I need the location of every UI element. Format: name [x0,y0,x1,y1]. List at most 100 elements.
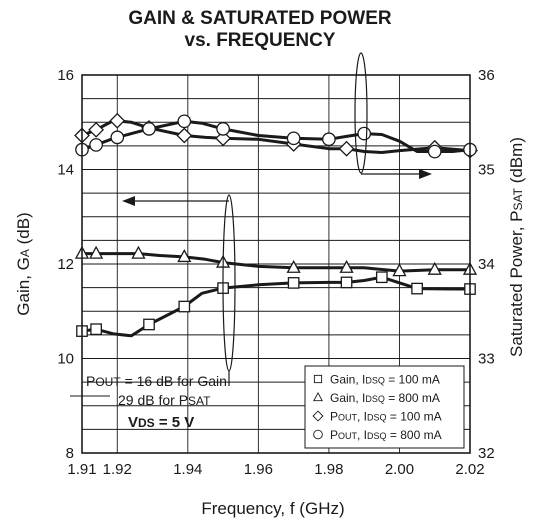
legend-label-part: = 100 mA [387,410,442,424]
legend-label-part: OUT [338,413,358,423]
x-tick-label: 1.98 [314,461,343,478]
legend-marker-diamond [312,410,324,422]
legend-label-part: , I [357,410,367,424]
note-pout-line-2: 29 dB for PSAT [118,392,211,408]
plot-border [81,74,471,454]
data-point-circle [286,131,301,146]
y-tick-label-left: 8 [66,445,74,462]
legend-label: Gain, IDSQ = 800 mA [330,391,440,405]
data-point-triangle [392,263,407,277]
legend-label-part: DSQ [365,376,385,386]
data-point-triangle [131,245,146,259]
data-point-square [375,271,388,284]
legend-label-part: DSQ [367,431,387,441]
data-point-diamond [215,130,232,147]
data-point-triangle [177,249,192,263]
y-axis-label-left-unit: (dB) [14,212,33,249]
data-point-square [340,276,353,289]
series-line-diamond [80,118,472,154]
x-tick-label: 1.91 [67,461,96,478]
data-point-circle [357,126,372,141]
y-axis-label-left-main: Gain, G [14,257,33,316]
data-point-square [178,300,191,313]
y-tick-label-left: 14 [57,162,74,179]
legend-item: POUT, IDSQ = 100 mA [312,410,442,424]
legend-label-part: DSQ [367,413,387,423]
note-psat-lead: 29 dB for P [118,392,188,408]
note-pout-sub: OUT [95,375,121,389]
y-axis-label-left-sub: A [18,249,32,257]
note-pout-p: P [86,373,95,389]
data-point-triangle [427,261,442,275]
chart-title-line-2: vs. FREQUENCY [185,30,336,51]
data-point-circle [427,144,442,159]
annotation-layer [70,52,432,397]
x-tick-label: 2.00 [385,461,414,478]
y-axis-label-right-sub: SAT [511,187,525,210]
data-point-diamond [88,121,105,138]
series-layer [74,112,478,338]
legend-label: POUT, IDSQ = 100 mA [330,410,442,424]
note-vds: VDS = 5 V [128,414,194,431]
legend-label-part: = 100 mA [385,373,440,387]
data-point-square [90,323,102,336]
legend-marker-circle [313,429,323,440]
data-point-circle [322,132,336,147]
note-psat-sub: SAT [188,394,211,408]
psat-group-ellipse [354,52,368,174]
data-point-diamond [338,140,355,157]
note-vds-rest: = 5 V [155,414,195,431]
legend-label-part: P [330,410,338,424]
arrow-right-icon [419,169,432,179]
data-point-triangle [339,259,354,273]
x-tick-label: 1.94 [173,461,202,478]
plot-frame [81,74,471,454]
data-point-circle [110,130,125,145]
y-tick-label-left: 10 [57,351,74,368]
series-line-circle [80,119,472,153]
y-tick-label-right: 33 [478,351,495,368]
y-axis-label-left: Gain, GA (dB) [14,212,33,315]
chart-title-line-1: GAIN & SATURATED POWER [128,8,391,29]
x-tick-label: 1.92 [103,461,132,478]
legend-label-part: DSQ [365,394,385,404]
legend-box [304,365,465,449]
legend-item: Gain, IDSQ = 100 mA [313,373,440,387]
note-pout-line-1: POUT = 16 dB for Gain [86,373,227,389]
legend-label-part: = 800 mA [387,428,442,442]
note-pout-rest: = 16 dB for Gain [121,373,227,389]
y-tick-label-left: 12 [57,256,74,273]
series-circle [75,114,477,159]
data-point-square [411,282,423,295]
data-point-circle [89,138,103,152]
y-axis-label-right-main: Saturated Power, P [507,210,526,356]
data-point-circle [177,114,192,129]
data-point-square [287,277,300,289]
note-vds-sub: DS [138,416,155,430]
data-point-circle [216,122,230,136]
x-axis-label: Frequency, f (GHz) [201,499,344,518]
data-point-triangle [286,259,301,273]
y-tick-label-right: 36 [478,67,495,84]
x-tick-label: 2.02 [455,461,484,478]
series-square [76,271,476,338]
y-axis-label-right-unit: (dBm) [507,137,526,188]
data-point-square [143,318,155,331]
legend-label-part: Gain, I [330,391,365,405]
legend-label-part: OUT [338,431,358,441]
data-point-diamond [176,127,193,144]
legend-item: POUT, IDSQ = 800 mA [313,428,442,442]
series-line-square [80,275,472,338]
series-triangle [74,245,478,277]
legend-label-part: Gain, I [330,373,365,387]
data-point-triangle [89,245,104,259]
y-axis-label-right: Saturated Power, PSAT (dBm) [507,137,526,357]
x-tick-label: 1.96 [244,461,273,478]
arrow-left-icon [122,196,135,206]
legend-label-part: P [330,428,338,442]
y-tick-label-right: 34 [478,256,495,273]
y-tick-label-left: 16 [57,67,74,84]
